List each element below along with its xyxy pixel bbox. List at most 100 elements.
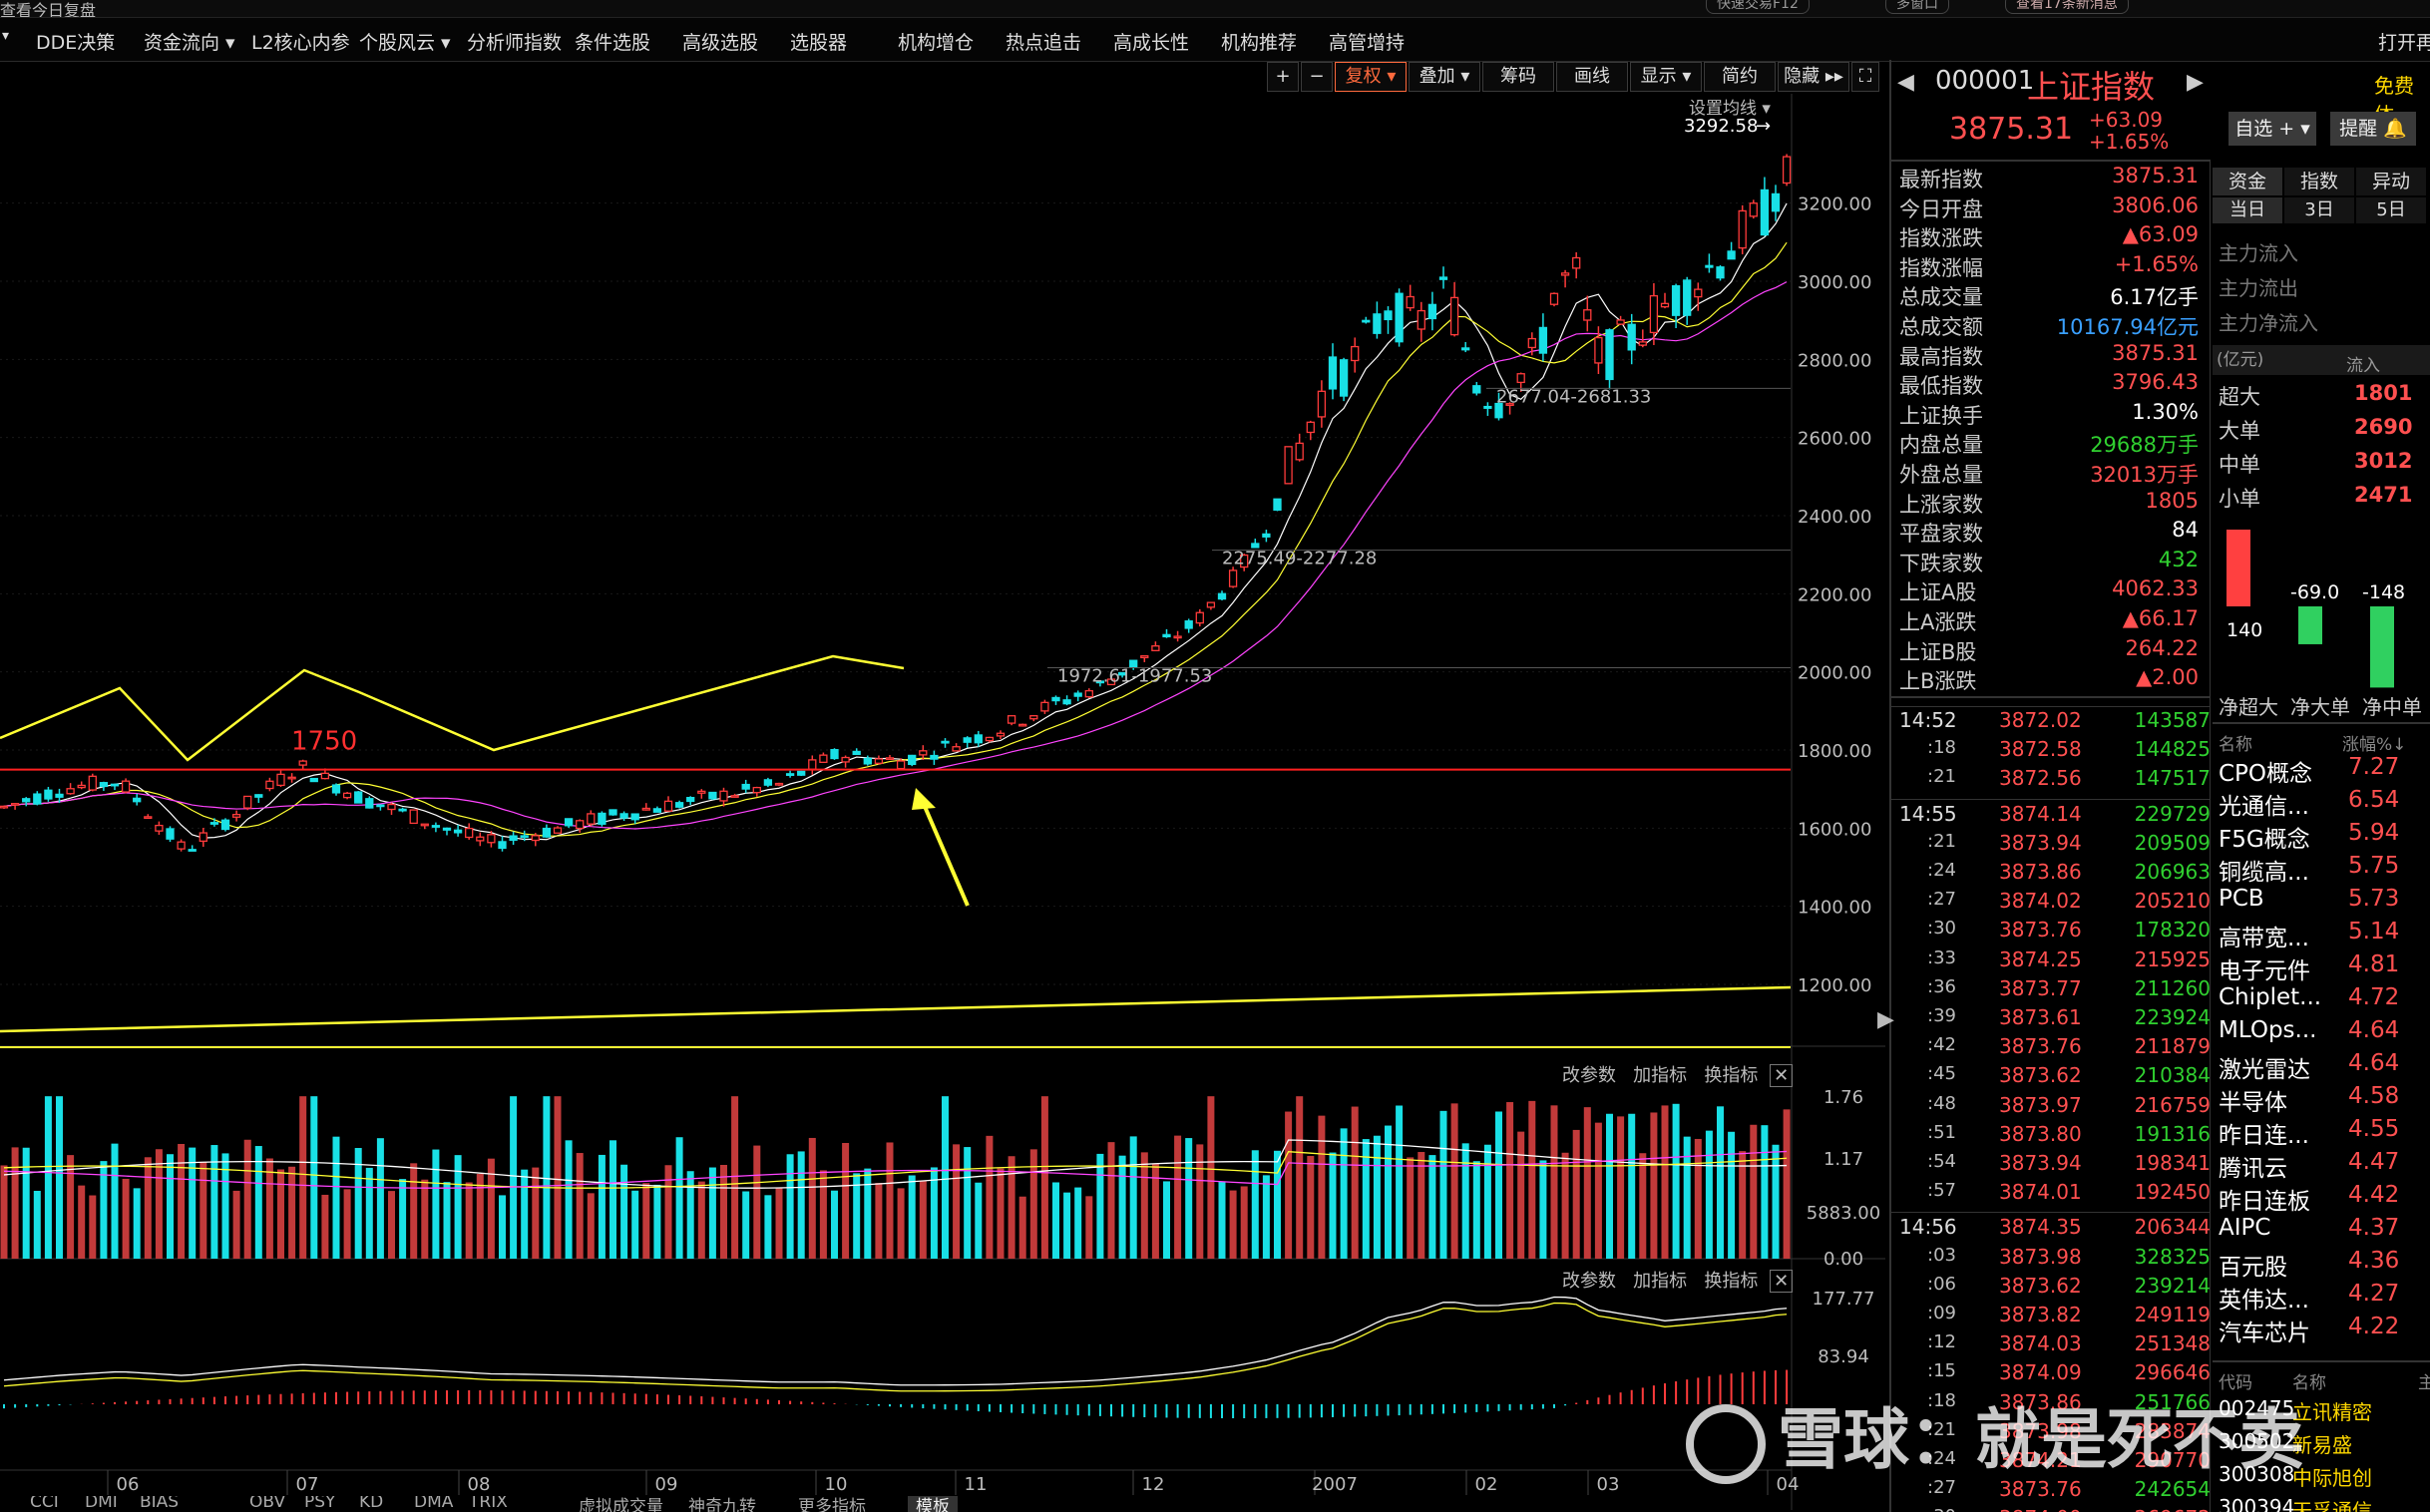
indicator-tab-11[interactable]: 模板 (908, 1496, 958, 1512)
sector-header-pct[interactable]: 涨幅%↓ (2342, 735, 2407, 755)
x-axis-label: 06 (117, 1474, 140, 1495)
sector-row[interactable]: MLOps... 4.64 (2213, 1017, 2430, 1049)
indicator-tab-0[interactable]: CCI (30, 1496, 59, 1512)
display-button[interactable]: 显示 ▾ (1630, 62, 1702, 92)
simple-button[interactable]: 简约 (1704, 62, 1776, 92)
alert-button[interactable]: 提醒 🔔 (2330, 112, 2416, 146)
sector-row[interactable]: CPO概念 7.27 (2213, 754, 2430, 787)
sector-pct: 4.42 (2348, 1182, 2400, 1208)
hide-button[interactable]: 隐藏 ▸▸ (1778, 62, 1849, 92)
zoom-in-button[interactable]: + (1267, 62, 1299, 92)
macd-switch-indicator[interactable]: 换指标 (1704, 1271, 1759, 1292)
menu-item-8[interactable]: 机构增仓 (898, 32, 975, 54)
sector-row[interactable]: Chiplet... 4.72 (2213, 984, 2430, 1016)
tick-time: :24 (1927, 1448, 1956, 1469)
tick-list[interactable]: 14:52 3872.02 143587:18 3872.58 144825:21 387… (1891, 696, 2211, 1512)
free-trial-link[interactable]: 免费体 (2374, 74, 2414, 127)
sector-row[interactable]: 昨日连板 4.42 (2213, 1182, 2430, 1215)
level-label: 1750 (291, 727, 357, 757)
tick-row: :48 3873.97 216759 (1899, 1092, 2211, 1123)
sector-row[interactable]: 高带宽... 5.14 (2213, 919, 2430, 951)
sector-row[interactable]: AIPC 4.37 (2213, 1215, 2430, 1247)
sector-row[interactable]: 昨日连... 4.55 (2213, 1116, 2430, 1149)
macd-modify-params[interactable]: 改参数 (1562, 1271, 1616, 1292)
vol-modify-params[interactable]: 改参数 (1562, 1065, 1616, 1086)
sector-row[interactable]: 百元股 4.36 (2213, 1248, 2430, 1281)
sector-row[interactable]: 铜缆高... 5.75 (2213, 853, 2430, 886)
menu-item-4[interactable]: 分析师指数 (467, 32, 563, 54)
add-favorite-button[interactable]: 自选 + ▾ (2228, 112, 2316, 146)
top-left-title[interactable]: 查看今日复盘 (0, 1, 97, 18)
menu-item-7[interactable]: 选股器 (790, 32, 848, 54)
news-pill[interactable]: 查看17条新消息 (2005, 0, 2129, 14)
sector-row[interactable]: 腾讯云 4.47 (2213, 1149, 2430, 1182)
flow-period-2[interactable]: 5日 (2356, 197, 2426, 223)
stat-label: 总成交量 (1899, 285, 1983, 310)
tick-volume: 178320 (2134, 918, 2211, 943)
ma-settings-label[interactable]: 设置均线 ▾ (1689, 99, 1771, 119)
flow-period-0[interactable]: 当日 (2213, 197, 2282, 223)
stat-row: 上涨家数 1805 (1899, 489, 2199, 519)
nav-next-icon[interactable]: ▶ (2187, 70, 2204, 95)
indicator-tab-6[interactable]: DMA (414, 1496, 454, 1512)
candle-body (974, 734, 983, 744)
menu-item-5[interactable]: 条件选股 (575, 32, 651, 54)
fullscreen-icon[interactable]: ⛶ (1851, 62, 1879, 92)
indicator-tab-9[interactable]: 神奇九转 (688, 1497, 756, 1512)
menu-right-open[interactable]: 打开再 (2378, 32, 2430, 54)
menu-item-10[interactable]: 高成长性 (1113, 32, 1190, 54)
candle-body (1505, 403, 1514, 407)
menu-item-12[interactable]: 高管增持 (1329, 32, 1406, 54)
menu-item-1[interactable]: 资金流向 ▾ (144, 32, 235, 54)
menu-item-3[interactable]: 个股风云 ▾ (359, 32, 451, 54)
indicator-tab-10[interactable]: 更多指标 (798, 1497, 866, 1512)
indicator-tab-7[interactable]: TRIX (469, 1496, 508, 1512)
chips-button[interactable]: 筹码 (1482, 62, 1554, 92)
sector-row[interactable]: 电子元件 4.81 (2213, 951, 2430, 984)
menu-dropdown-icon[interactable]: ▾ (2, 28, 10, 44)
tick-volume: 216759 (2134, 1092, 2211, 1117)
candle-body (155, 824, 164, 832)
overlay-button[interactable]: 叠加 ▾ (1409, 62, 1480, 92)
indicator-tab-2[interactable]: BIAS (140, 1496, 180, 1512)
flow-period-1[interactable]: 3日 (2284, 197, 2354, 223)
flow-tab-1[interactable]: 指数 (2284, 168, 2354, 195)
zoom-out-button[interactable]: − (1301, 62, 1333, 92)
sector-row[interactable]: 汽车芯片 4.22 (2213, 1314, 2430, 1346)
flow-tab-2[interactable]: 异动 (2356, 168, 2426, 195)
quick-trade-pill[interactable]: 快速交易F12 (1706, 0, 1810, 14)
menu-item-2[interactable]: L2核心内参 (251, 32, 350, 54)
indicator-tab-1[interactable]: DMI (85, 1496, 118, 1512)
nav-prev-icon[interactable]: ◀ (1897, 70, 1914, 95)
candle-body (1649, 294, 1659, 334)
macd-add-indicator[interactable]: 加指标 (1633, 1271, 1688, 1292)
indicator-tab-3[interactable]: OBV (249, 1496, 286, 1512)
sector-name: Chiplet... (2219, 984, 2322, 1010)
menu-item-11[interactable]: 机构推荐 (1221, 32, 1298, 54)
flow-tab-0[interactable]: 资金 (2213, 168, 2282, 195)
sector-row[interactable]: F5G概念 5.94 (2213, 820, 2430, 853)
menu-item-6[interactable]: 高级选股 (682, 32, 759, 54)
sector-row[interactable]: 激光雷达 4.64 (2213, 1050, 2430, 1083)
panel-collapse-icon[interactable]: ▶ (1877, 1007, 1894, 1032)
stock-code: 002475 (2219, 1396, 2295, 1420)
fuquan-button[interactable]: 复权 ▾ (1335, 62, 1407, 92)
vol-close-icon[interactable]: ✕ (1770, 1064, 1794, 1087)
kline-chart[interactable]: 3200.00 3000.00 2800.00 2600.00 2400.00 2200.… (0, 94, 1885, 1512)
sector-row[interactable]: 光通信... 6.54 (2213, 787, 2430, 820)
indicator-tab-4[interactable]: PSY (304, 1496, 336, 1512)
indicator-tab-5[interactable]: KD (359, 1496, 384, 1512)
chart-toolbar: + − 复权 ▾ 叠加 ▾ 筹码 画线 显示 ▾ 简约 隐藏 ▸▸ ⛶ (1267, 60, 1880, 94)
menu-item-9[interactable]: 热点追击 (1006, 32, 1082, 54)
tick-volume: 223924 (2134, 1005, 2211, 1029)
indicator-tab-8[interactable]: 虚拟成交量 (579, 1497, 663, 1512)
vol-switch-indicator[interactable]: 换指标 (1704, 1065, 1759, 1086)
draw-line-button[interactable]: 画线 (1556, 62, 1628, 92)
menu-item-0[interactable]: DDE决策 (36, 32, 116, 54)
sector-row[interactable]: 半导体 4.58 (2213, 1083, 2430, 1116)
macd-close-icon[interactable]: ✕ (1770, 1270, 1794, 1293)
sector-row[interactable]: 英伟达... 4.27 (2213, 1281, 2430, 1314)
sector-row[interactable]: PCB 5.73 (2213, 886, 2430, 918)
multi-window-pill[interactable]: 多窗口 (1885, 0, 1949, 14)
vol-add-indicator[interactable]: 加指标 (1633, 1065, 1688, 1086)
